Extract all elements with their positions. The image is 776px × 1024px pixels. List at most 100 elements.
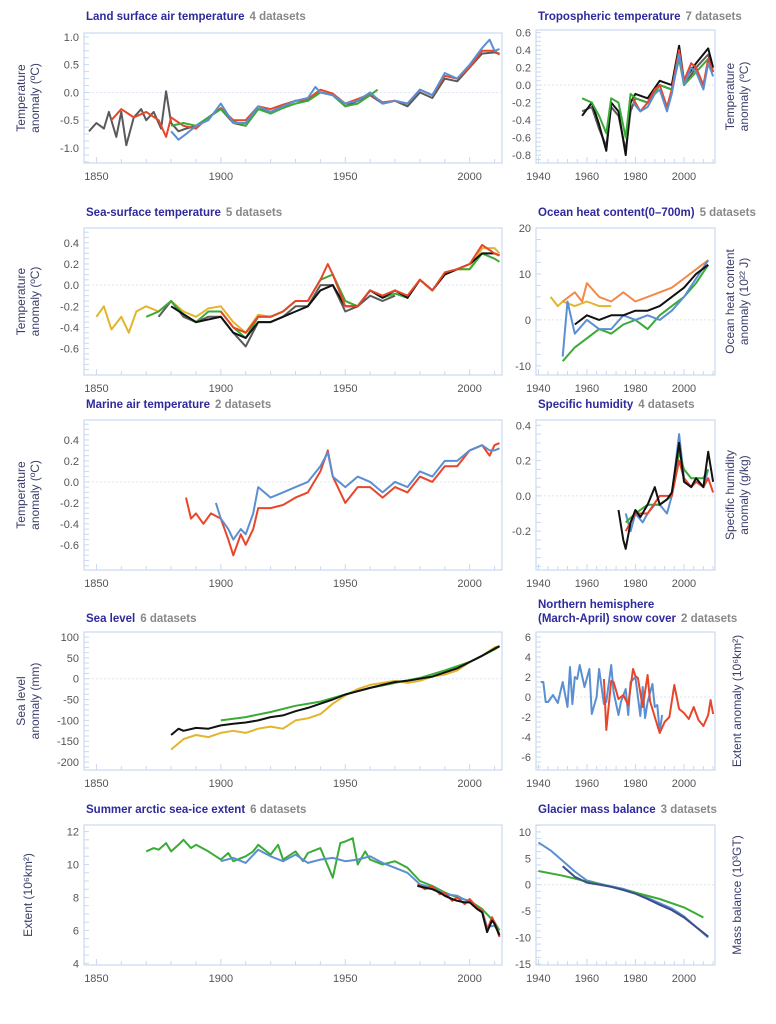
y-tick-label: 0.0 — [64, 87, 79, 99]
x-tick-label: 1940 — [526, 973, 550, 985]
chart-title: Glacier mass balance 3 datasets — [538, 804, 717, 816]
y-tick-label: -150 — [57, 736, 79, 748]
y-axis-label-line: anomaly (g/kg) — [737, 455, 751, 534]
chart-panel: Sea-surface temperature 5 datasets 1850 190… — [14, 207, 503, 395]
y-tick-label: -6 — [521, 752, 531, 764]
x-tick-label: 1940 — [526, 578, 550, 590]
chart-subtitle: 2 datasets — [215, 399, 271, 411]
x-tick-label: 2000 — [672, 383, 696, 395]
y-tick-label: -100 — [57, 715, 79, 727]
y-tick-label: 0.4 — [516, 45, 531, 57]
chart-title: Tropospheric temperature 7 datasets — [538, 11, 742, 23]
y-tick-label: 10 — [519, 827, 531, 839]
y-tick-label: 20 — [519, 223, 531, 235]
series-line-grey — [88, 51, 500, 147]
y-tick-label: -4 — [521, 732, 531, 744]
series-line-yellow — [170, 645, 500, 751]
y-tick-label: 0.5 — [64, 60, 79, 72]
y-tick-label: 0.0 — [516, 80, 531, 92]
chart-panel: Summer arctic sea-ice extent 6 datasets 18… — [21, 804, 503, 985]
x-tick-label: 1900 — [209, 578, 233, 590]
y-tick-label: 1.0 — [64, 32, 79, 44]
series-line-blue — [561, 259, 710, 357]
y-tick-label: -0.2 — [512, 98, 531, 110]
x-tick-label: 1850 — [84, 383, 108, 395]
y-tick-label: 0 — [525, 692, 531, 704]
x-tick-label: 1950 — [333, 778, 357, 790]
x-tick-label: 1900 — [209, 973, 233, 985]
y-axis-label: Sea levelanomaly (mm) — [14, 663, 42, 740]
chart-subtitle: 4 datasets — [250, 11, 306, 23]
x-tick-label: 1960 — [575, 171, 599, 183]
y-axis-label-line: Sea level — [14, 676, 28, 725]
chart-panel: Marine air temperature 2 datasets 1850 1900… — [14, 399, 503, 590]
y-tick-label: 50 — [67, 653, 79, 665]
x-tick-label: 1950 — [333, 171, 357, 183]
y-tick-label: 8 — [73, 892, 79, 904]
y-axis-label: Temperatureanomaly (ºC) — [14, 267, 42, 337]
series-line-red — [602, 668, 715, 734]
y-tick-label: -0.6 — [60, 540, 79, 552]
x-tick-label: 1980 — [623, 778, 647, 790]
y-tick-label: 0 — [73, 674, 79, 686]
y-axis-label: Mass balance (10³GT) — [730, 835, 744, 954]
y-tick-label: 0.2 — [516, 456, 531, 468]
chart-title: Sea-surface temperature 5 datasets — [86, 207, 282, 219]
y-tick-label: 0.4 — [64, 238, 79, 250]
y-axis-label-line: anomaly (ºC) — [28, 63, 42, 133]
series-line-green — [561, 264, 710, 362]
series-line-blue — [632, 53, 715, 113]
y-tick-label: -10 — [515, 361, 531, 373]
plot-frame — [535, 29, 716, 164]
x-tick-label: 2000 — [457, 578, 481, 590]
plot-frame — [83, 631, 503, 771]
y-tick-label: 6 — [73, 925, 79, 937]
series-line-black — [581, 44, 715, 157]
y-axis-label-line: anomaly (ºC) — [28, 267, 42, 337]
chart-title: Marine air temperature 2 datasets — [86, 399, 271, 411]
x-tick-label: 1850 — [84, 778, 108, 790]
y-axis-label-line: Temperature — [14, 64, 28, 132]
x-tick-label: 1980 — [623, 578, 647, 590]
series-line-green — [538, 870, 704, 919]
y-axis-label-line: Ocean heat content — [723, 248, 737, 353]
series-line-green — [625, 450, 710, 524]
y-axis-label-line: Extent (10⁶km²) — [21, 853, 35, 937]
chart-title: Ocean heat content(0–700m) 5 datasets — [538, 207, 756, 219]
y-tick-label: 4 — [73, 958, 79, 970]
y-tick-label: 0 — [525, 315, 531, 327]
y-tick-label: -2 — [521, 712, 531, 724]
x-tick-label: 1850 — [84, 578, 108, 590]
y-tick-label: -5 — [521, 906, 531, 918]
series-line-black — [170, 252, 500, 339]
x-tick-label: 1900 — [209, 383, 233, 395]
plot-frame — [83, 227, 503, 376]
chart-panel: Northern hemisphere (March-April) snow co… — [521, 599, 744, 790]
series-line-orange — [562, 259, 709, 303]
y-axis-label-line: anomaly (10²² J) — [737, 258, 751, 345]
chart-title: Northern hemisphere — [538, 599, 654, 611]
y-tick-label: 12 — [67, 827, 79, 839]
chart-panel: Glacier mass balance 3 datasets 1940 1960 19… — [515, 804, 744, 985]
series-line-blue — [540, 664, 664, 733]
x-tick-label: 2000 — [672, 778, 696, 790]
x-tick-label: 2000 — [672, 171, 696, 183]
series-line-green — [170, 88, 379, 127]
y-tick-label: -0.4 — [60, 322, 79, 334]
y-axis-label: Ocean heat contentanomaly (10²² J) — [723, 248, 751, 353]
x-tick-label: 1940 — [526, 778, 550, 790]
x-tick-label: 1900 — [209, 171, 233, 183]
chart-title: Summer arctic sea-ice extent 6 datasets — [86, 804, 306, 816]
x-tick-label: 2000 — [672, 578, 696, 590]
y-tick-label: -1.0 — [60, 143, 79, 155]
series-line-black — [617, 441, 715, 550]
x-tick-label: 2000 — [457, 778, 481, 790]
chart-subtitle: 6 datasets — [250, 804, 306, 816]
chart-panel: Ocean heat content(0–700m) 5 datasets 1940… — [515, 207, 756, 395]
plot-frame — [83, 824, 503, 966]
y-axis-label-line: Mass balance (10³GT) — [730, 835, 744, 954]
chart-subtitle: 6 datasets — [140, 613, 196, 625]
plot-frame — [83, 32, 503, 164]
chart-title: Sea level 6 datasets — [86, 613, 197, 625]
